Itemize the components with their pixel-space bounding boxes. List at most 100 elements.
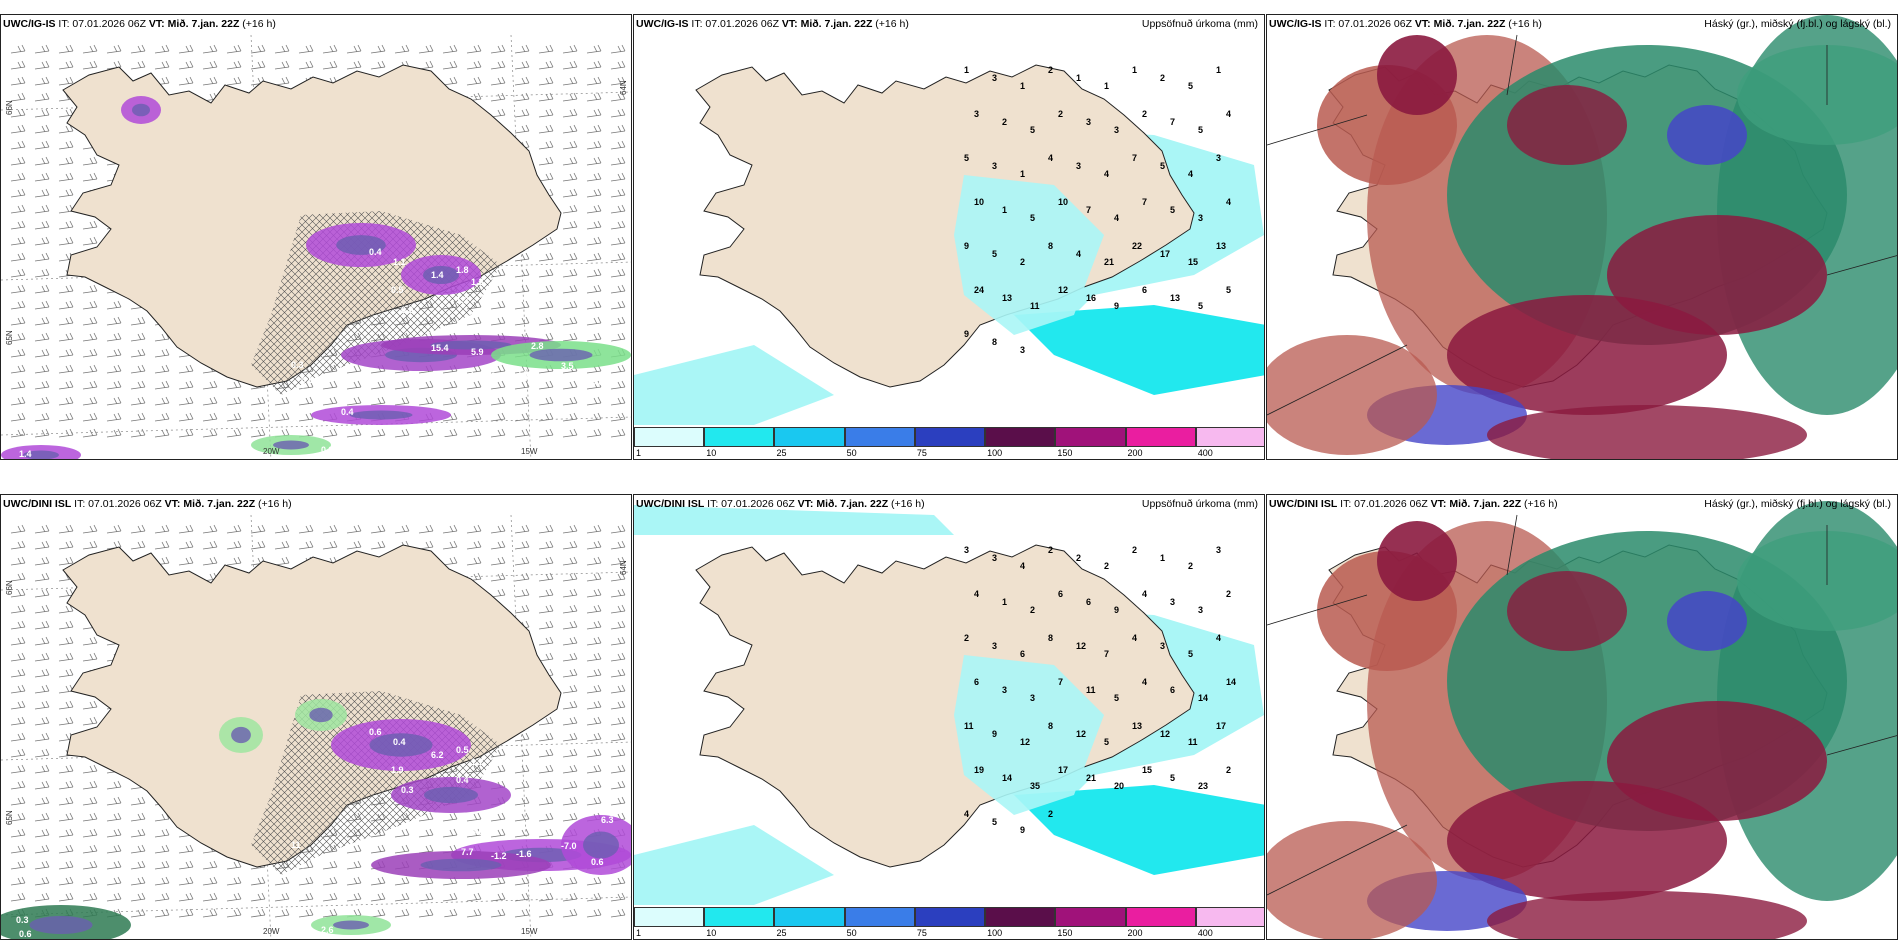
precip-amount-label: 12 [1160, 729, 1171, 739]
precip-amount-label: 6 [1020, 649, 1026, 659]
colorbar-swatch [914, 907, 986, 927]
valid-time: VT: Mið. 7.jan. 22Z [797, 498, 889, 510]
precip-amount-label: 21 [1086, 773, 1097, 783]
precip-value-label: 0.4 [369, 247, 382, 257]
precip-amount-label: 3 [964, 545, 970, 555]
precip-amount-label: 24 [974, 285, 985, 295]
precip-amount-label: 3 [1002, 685, 1008, 695]
precip-value-label: 3.6 [471, 827, 484, 837]
precip-amount-label: 13 [1216, 241, 1227, 251]
precip-amount-label: 7 [1086, 205, 1092, 215]
precip-amount-label: 11 [1086, 685, 1096, 695]
panel-variable-title: Uppsöfnuð úrkoma (mm) [1141, 18, 1258, 30]
precip-amount-label: 7 [1058, 677, 1064, 687]
precip-amount-label: 1 [1132, 65, 1138, 75]
precip-value-label: 0.5 [301, 375, 314, 385]
colorbar-tick-label: 200 [1127, 928, 1143, 938]
map-panel-dini-cloud: UWC/DINI ISL IT: 07.01.2026 06Z VT: Mið.… [1266, 494, 1898, 940]
precip-value-label: 2.8 [531, 341, 544, 351]
precip-value-label: 0.5 [391, 285, 404, 295]
precip-value-label: 0.9 [321, 445, 334, 455]
latitude-label: 65N [5, 810, 14, 825]
precip-amount-label: 11 [1188, 737, 1198, 747]
precip-value-label: 0.4 [341, 407, 354, 417]
precip-amount-label: 8 [992, 337, 998, 347]
precip-amount-label: 4 [1076, 249, 1082, 259]
panel-variable-title: Háský (gr.), miðský (fj.bl.) og lágský (… [1704, 498, 1891, 510]
map-canvas [1267, 495, 1897, 939]
precip-amount-label: 4 [1114, 213, 1120, 223]
precip-value-label: 0.6 [19, 929, 32, 939]
precip-amount-label: 2 [1048, 545, 1054, 555]
precip-value-label: 0.3 [401, 785, 414, 795]
precip-amount-label: 8 [1048, 633, 1054, 643]
precip-value-label: 0.3 [16, 915, 29, 925]
precip-value-label: 2.2 [621, 325, 631, 335]
precip-value-label: 0.6 [16, 435, 29, 445]
precip-amount-label: 5 [1188, 81, 1194, 91]
precip-value-label: 0.3 [411, 445, 424, 455]
precip-value-label: 3.0 [516, 369, 529, 379]
precip-blobs [1, 699, 631, 939]
precip-amount-label: 3 [1020, 345, 1026, 355]
colorbar-tick-label: 400 [1197, 928, 1213, 938]
precip-amount-label: 3 [992, 553, 998, 563]
map-canvas [1, 514, 631, 939]
precip-amount-label: 5 [1030, 213, 1036, 223]
precip-amount-label: 6 [974, 677, 980, 687]
panel-header: UWC/IG-IS IT: 07.01.2026 06Z VT: Mið. 7.… [1267, 15, 1897, 35]
precip-value-label: 0.6 [591, 857, 604, 867]
precip-amount-label: 7 [1142, 197, 1148, 207]
precip-amount-label: 7 [1170, 117, 1176, 127]
map-panel-ig-wind: 20W 15W 66N 65N 64N 0.4 1.1 0.5 1.4 1.8 1.3 0.5 1.2 0… [0, 14, 632, 460]
precip-amount-label: 6 [1086, 597, 1092, 607]
cloud-layers [1267, 501, 1897, 939]
precip-value-label: 1.9 [441, 915, 454, 925]
precip-amount-label: 3 [974, 109, 980, 119]
precip-value-label: 0.3 [561, 870, 574, 880]
valid-time: VT: Mið. 7.jan. 22Z [1414, 18, 1506, 30]
precip-amount-label: 2 [1048, 65, 1054, 75]
colorbar-swatch [1125, 427, 1196, 447]
precip-value-label: 6.3 [601, 815, 614, 825]
latitude-label: 66N [5, 100, 14, 115]
precip-value-label: 0.3 [291, 360, 304, 370]
precip-amount-label: 7 [1104, 649, 1110, 659]
colorbar-tick-label: 100 [987, 448, 1003, 458]
precip-amount-label: 2 [1132, 545, 1138, 555]
model-label: UWC/IG-IS [3, 18, 56, 30]
precip-amount-label: 12 [1076, 729, 1087, 739]
precip-amount-label: 4 [974, 589, 980, 599]
precip-amount-label: 1 [1076, 73, 1082, 83]
precip-amount-label: 1 [1160, 553, 1166, 563]
precip-blobs [1, 96, 631, 459]
precip-amount-label: 3 [1216, 153, 1222, 163]
precip-amount-label: 5 [1198, 301, 1204, 311]
colorbar-swatch [844, 427, 915, 447]
precip-value-label: 1.7 [471, 757, 484, 767]
precip-amount-label: 3 [1198, 213, 1204, 223]
precip-value-label: -7.0 [561, 841, 577, 851]
precip-colorbar: 1 10 25 50 75 100 150 200 400 [634, 427, 1264, 459]
precip-value-label: 1.7 [431, 823, 444, 833]
precip-amount-label: 21 [1104, 257, 1115, 267]
precip-amount-label: 4 [1226, 109, 1232, 119]
precip-amount-label: 4 [1132, 633, 1138, 643]
precip-amount-label: 9 [964, 329, 970, 339]
colorbar-swatch [1055, 907, 1126, 927]
precip-value-label: 5.8 [591, 377, 604, 387]
precip-amount-label: 13 [1002, 293, 1013, 303]
precip-amount-label: 2 [1188, 561, 1194, 571]
precip-area-sw [634, 345, 834, 425]
map-panel-dini-precip: 3 3 4 2 2 2 2 1 2 3 4 1 2 6 6 9 4 3 3 2 2 3 6 8 12 7 4 3 5 4 6 3 3 7 11 5 4 6… [633, 494, 1265, 940]
precip-amount-label: 1 [1002, 205, 1008, 215]
precip-amount-label: 3 [992, 641, 998, 651]
precip-amount-label: 4 [1048, 153, 1054, 163]
precip-value-label: 1.3 [471, 277, 484, 287]
precip-amount-label: 5 [1170, 205, 1176, 215]
precip-value-label: -1.6 [516, 849, 532, 859]
precip-amount-label: 17 [1216, 721, 1227, 731]
colorbar-swatch [1055, 427, 1126, 447]
precip-amount-label: 14 [1002, 773, 1013, 783]
map-canvas [1267, 15, 1897, 459]
